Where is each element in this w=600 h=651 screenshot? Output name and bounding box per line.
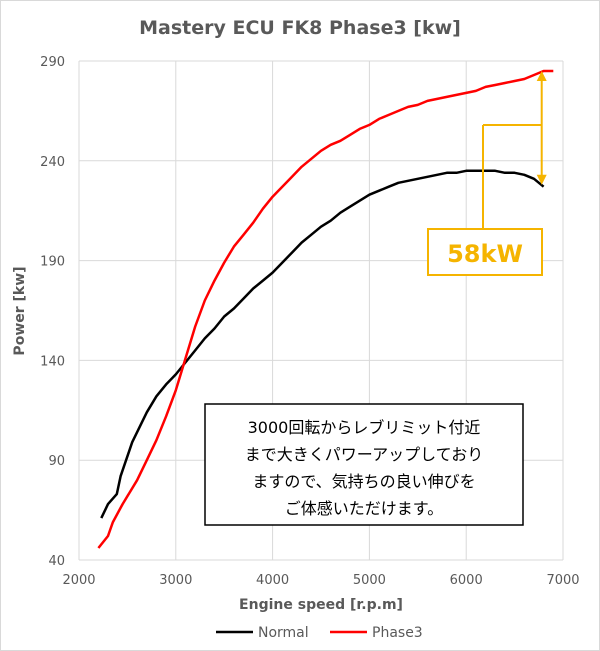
callout-rect bbox=[204, 403, 524, 526]
chart-title: Mastery ECU FK8 Phase3 [kw] bbox=[139, 17, 461, 39]
y-tick-label: 140 bbox=[40, 354, 65, 369]
x-tick-label: 3000 bbox=[159, 573, 192, 588]
legend-label-normal: Normal bbox=[258, 625, 309, 641]
series-lines bbox=[97, 69, 554, 549]
y-axis-label: Power [kw] bbox=[12, 266, 28, 355]
series-line-normal bbox=[100, 169, 545, 519]
legend: Normal Phase3 bbox=[216, 625, 423, 641]
x-tick-label: 2000 bbox=[62, 573, 95, 588]
x-tick-label: 4000 bbox=[256, 573, 289, 588]
x-tick-label: 5000 bbox=[353, 573, 386, 588]
series-line-phase3 bbox=[97, 69, 554, 549]
arrow-head-up bbox=[536, 70, 547, 81]
y-tick-label: 240 bbox=[40, 155, 65, 170]
x-tick-label: 6000 bbox=[450, 573, 483, 588]
grid bbox=[78, 60, 564, 561]
difference-box bbox=[427, 228, 543, 276]
callout-line-3: ますので、気持ちの良い伸びを bbox=[252, 472, 475, 491]
y-ticks: 40 90 140 190 240 290 bbox=[40, 55, 65, 569]
y-tick-label: 90 bbox=[48, 454, 65, 469]
arrow-head-down bbox=[536, 174, 547, 185]
difference-annotation: 58kW bbox=[427, 70, 547, 276]
x-tick-label: 7000 bbox=[546, 573, 579, 588]
callout-line-4: ご体感いただけます。 bbox=[285, 499, 443, 518]
y-tick-label: 190 bbox=[40, 255, 65, 270]
x-axis-label: Engine speed [r.p.m] bbox=[239, 597, 403, 613]
y-tick-label: 40 bbox=[48, 554, 65, 569]
callout-line-1: 3000回転からレブリミット付近 bbox=[248, 418, 481, 437]
y-tick-label: 290 bbox=[40, 55, 65, 70]
legend-label-phase3: Phase3 bbox=[372, 625, 423, 641]
difference-label: 58kW bbox=[447, 240, 523, 268]
x-ticks: 2000 3000 4000 5000 6000 7000 bbox=[62, 573, 579, 588]
callout-box: 3000回転からレブリミット付近 まで大きくパワーアップしており ますので、気持… bbox=[204, 403, 524, 526]
callout-line-2: まで大きくパワーアップしており bbox=[245, 445, 483, 464]
